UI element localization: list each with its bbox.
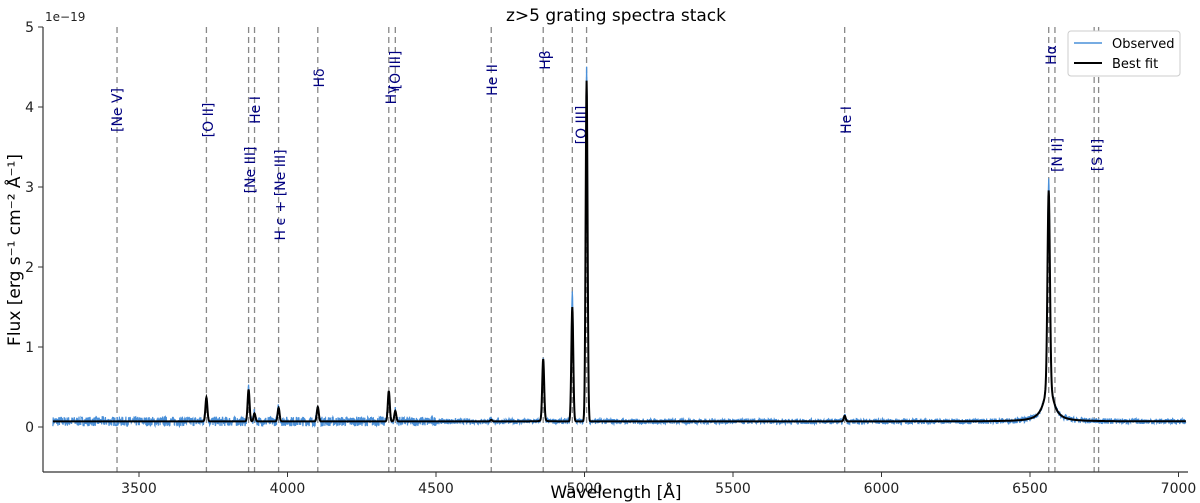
- x-tick-label: 7000: [1161, 481, 1197, 497]
- emission-line-label: [N II]: [1050, 138, 1066, 172]
- x-tick-label: 6500: [1012, 481, 1048, 497]
- x-tick-label: 4000: [270, 481, 306, 497]
- emission-line-label: [Ne III]: [243, 147, 259, 194]
- emission-line-label: H ϵ + [Ne III]: [273, 149, 289, 240]
- y-tick-label: 5: [25, 20, 34, 36]
- emission-line-label: Hγ: [384, 86, 400, 105]
- chart-title: z>5 grating spectra stack: [506, 6, 726, 26]
- y-tick-label: 3: [25, 180, 34, 196]
- y-axis-label: Flux [erg s⁻¹ cm⁻² Å⁻¹]: [3, 154, 25, 346]
- emission-line-label: Hα: [1044, 45, 1060, 65]
- y-tick-label: 1: [25, 340, 34, 356]
- emission-line-label: [O III]: [388, 51, 404, 90]
- emission-line-labels: [Ne V] [O II] [Ne III] He I H ϵ + [Ne III] Hδ…: [110, 45, 1106, 240]
- x-tick-label: 5500: [715, 481, 751, 497]
- emission-line-markers: [116, 27, 1100, 472]
- legend: Observed Best fit: [1067, 30, 1181, 77]
- emission-line-label: Hδ: [312, 68, 328, 87]
- x-tick-label: 5000: [567, 481, 603, 497]
- legend-bestfit-label: Best fit: [1112, 57, 1158, 72]
- legend-observed-label: Observed: [1112, 37, 1175, 52]
- axes: 3500 4000 4500 5000 5500 6000 6500 7000 0 1 2 3 4 5: [25, 20, 1196, 497]
- x-axis-label: Wavelength [Å]: [550, 481, 681, 503]
- best-fit-line: [52, 80, 1186, 423]
- emission-line-label: He I: [248, 96, 264, 124]
- emission-line-label: [Ne V]: [110, 88, 126, 132]
- y-scale-label: 1e−19: [45, 10, 85, 24]
- emission-line-label: He I: [839, 106, 855, 134]
- x-tick-label: 3500: [121, 481, 157, 497]
- y-tick-label: 4: [25, 100, 34, 116]
- y-tick-label: 0: [25, 420, 34, 436]
- emission-line-label: [O II]: [201, 103, 217, 138]
- x-tick-label: 4500: [418, 481, 454, 497]
- emission-line-label: [S II]: [1090, 139, 1106, 172]
- observed-spectrum-line: [52, 66, 1187, 429]
- emission-line-label: He II: [485, 64, 501, 96]
- x-tick-label: 6000: [864, 481, 900, 497]
- emission-line-label: Hβ: [538, 50, 554, 69]
- y-tick-label: 2: [25, 260, 34, 276]
